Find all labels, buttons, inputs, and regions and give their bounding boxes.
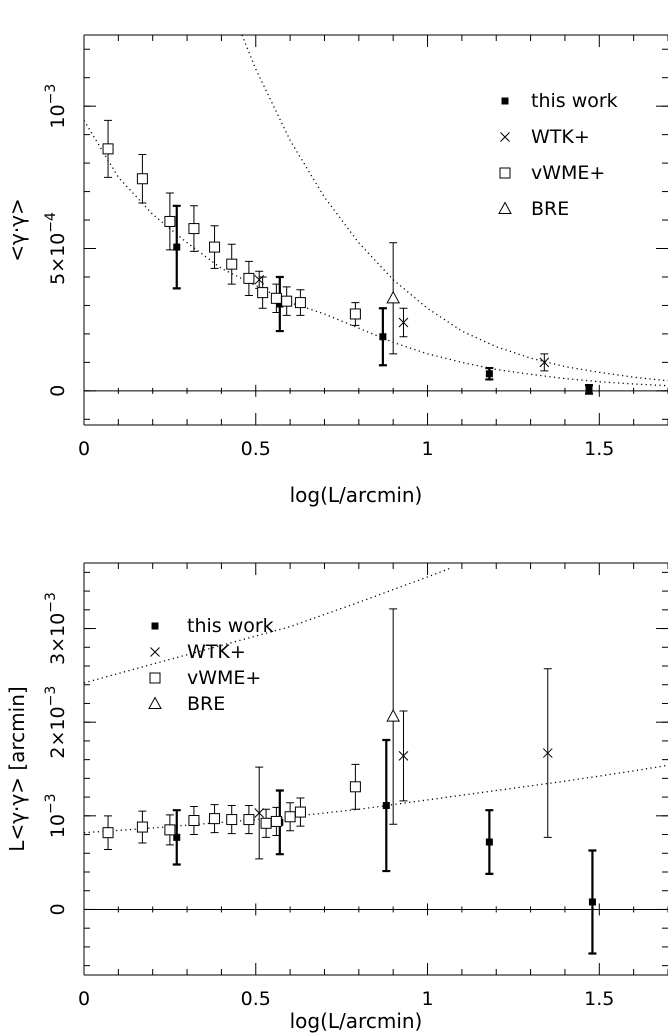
data-point xyxy=(349,781,361,793)
data-point xyxy=(188,223,200,235)
y-tick-label: 0 xyxy=(47,903,69,915)
series-this-work xyxy=(172,738,597,955)
y-tick-label: 5×10−4 xyxy=(43,212,69,285)
data-point xyxy=(243,814,255,826)
x-tick-label: 0.5 xyxy=(241,988,271,1010)
data-point xyxy=(243,272,255,284)
x-tick-label: 0.5 xyxy=(241,438,271,460)
legend-marker xyxy=(149,672,161,684)
legend-marker xyxy=(501,97,509,105)
series-vwme- xyxy=(102,763,361,851)
data-point xyxy=(485,370,493,378)
data-point xyxy=(386,709,401,722)
legend-marker xyxy=(499,167,511,179)
data-point xyxy=(254,808,265,818)
data-point xyxy=(585,385,593,393)
x-axis-label: log(L/arcmin) xyxy=(290,1009,423,1033)
series-wtk- xyxy=(254,668,553,860)
x-tick-label: 0 xyxy=(78,438,90,460)
legend: this work WTK+ vWME+ BRE xyxy=(498,90,618,220)
data-point xyxy=(209,813,221,825)
data-point xyxy=(226,814,238,826)
data-point xyxy=(539,357,550,368)
x-axis-label: log(L/arcmin) xyxy=(290,483,423,507)
legend-marker xyxy=(150,647,160,657)
legend-label: BRE xyxy=(531,198,569,220)
series-this-work xyxy=(172,204,593,395)
data-point xyxy=(270,292,282,304)
data-point xyxy=(276,300,284,308)
legend-marker xyxy=(148,696,162,709)
data-point xyxy=(209,241,221,253)
y-tick-label: 3×10−3 xyxy=(43,592,69,665)
data-point xyxy=(294,297,306,309)
data-point xyxy=(136,173,148,185)
data-point xyxy=(349,308,361,320)
legend-label: this work xyxy=(187,615,274,637)
y-axis-label: L<γ·γ> [arcmin] xyxy=(5,686,29,851)
legend-label: WTK+ xyxy=(531,126,590,148)
series-wtk- xyxy=(254,270,550,372)
x-tick-label: 1 xyxy=(421,438,433,460)
data-point xyxy=(226,258,238,270)
data-point xyxy=(136,821,148,833)
series-vwme- xyxy=(102,119,361,326)
x-tick-label: 1.5 xyxy=(584,988,614,1010)
x-tick-label: 1 xyxy=(421,988,433,1010)
y-tick-label: 2×10−3 xyxy=(43,686,69,759)
legend-marker xyxy=(498,201,512,214)
legend-label: this work xyxy=(531,90,618,112)
model-curve-1 xyxy=(84,120,668,387)
legend-label: vWME+ xyxy=(187,667,261,689)
legend-label: vWME+ xyxy=(531,162,605,184)
data-point xyxy=(382,802,390,810)
x-tick-label: 0 xyxy=(78,988,90,1010)
data-point xyxy=(173,833,181,841)
data-point xyxy=(398,317,409,328)
data-point xyxy=(270,815,282,827)
y-tick-label: 10−3 xyxy=(43,84,69,129)
model-curve-2 xyxy=(84,764,668,834)
model-curve-1 xyxy=(84,567,452,684)
y-axis-label: <γ·γ> xyxy=(5,198,29,262)
data-point xyxy=(284,811,296,823)
data-point xyxy=(281,295,293,307)
data-point xyxy=(257,287,269,299)
model-curve-2 xyxy=(241,35,668,382)
y-tick-label: 10−3 xyxy=(43,793,69,838)
data-point xyxy=(164,215,176,227)
data-point xyxy=(260,817,272,829)
series-bre xyxy=(386,242,401,355)
data-point xyxy=(485,838,493,846)
data-point xyxy=(386,290,401,304)
legend-marker xyxy=(151,622,159,630)
data-point xyxy=(379,333,387,341)
data-point xyxy=(542,748,553,758)
chart-bottom-panel: 0 0.5 1 1.5 0 10−3 2×10−3 3×10−3 this work WTK+ vW… xyxy=(5,562,668,1033)
data-point xyxy=(398,751,409,761)
data-point xyxy=(188,815,200,826)
data-point xyxy=(102,827,114,839)
data-point xyxy=(102,143,114,155)
data-point xyxy=(588,898,596,906)
series-bre xyxy=(386,608,401,825)
data-point xyxy=(294,806,306,818)
data-point xyxy=(173,243,181,251)
legend: this work WTK+ vWME+ BRE xyxy=(148,615,274,715)
legend-label: BRE xyxy=(187,693,225,715)
legend-marker xyxy=(500,132,510,142)
x-tick-label: 1.5 xyxy=(584,438,614,460)
data-point xyxy=(164,824,176,836)
chart-top-panel: 0 0.5 1 1.5 0 5×10−4 10−3 this work WTK+ vWME+ BRE… xyxy=(5,34,668,507)
legend-label: WTK+ xyxy=(187,641,246,663)
y-tick-label: 0 xyxy=(47,385,69,397)
